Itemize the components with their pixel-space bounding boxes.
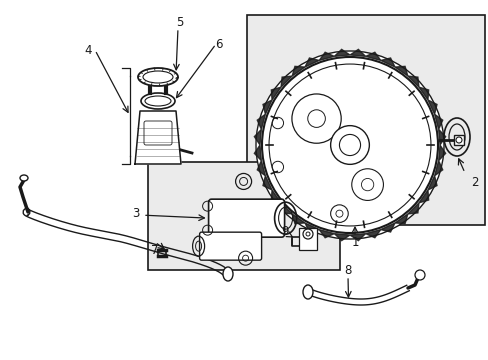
- Polygon shape: [427, 176, 436, 190]
- Polygon shape: [407, 203, 418, 214]
- Polygon shape: [434, 114, 442, 129]
- Text: 2: 2: [470, 176, 478, 189]
- Circle shape: [330, 126, 368, 165]
- FancyBboxPatch shape: [208, 199, 284, 237]
- Polygon shape: [434, 161, 442, 176]
- Polygon shape: [254, 129, 261, 145]
- Polygon shape: [349, 49, 365, 57]
- Ellipse shape: [138, 68, 178, 86]
- Text: 9: 9: [281, 225, 288, 238]
- Bar: [148, 162, 339, 270]
- Polygon shape: [438, 145, 445, 161]
- Polygon shape: [334, 234, 349, 240]
- Polygon shape: [334, 49, 349, 57]
- Circle shape: [256, 51, 443, 239]
- Polygon shape: [319, 52, 334, 60]
- Polygon shape: [394, 214, 407, 224]
- FancyBboxPatch shape: [199, 232, 261, 260]
- Polygon shape: [135, 111, 181, 164]
- Polygon shape: [365, 52, 380, 60]
- Polygon shape: [418, 190, 428, 203]
- Polygon shape: [394, 66, 407, 76]
- Polygon shape: [438, 129, 445, 145]
- Circle shape: [262, 57, 437, 233]
- Polygon shape: [263, 176, 271, 190]
- Polygon shape: [257, 114, 265, 129]
- Polygon shape: [254, 145, 261, 161]
- Ellipse shape: [141, 93, 175, 109]
- Text: 4: 4: [84, 44, 92, 57]
- Polygon shape: [365, 230, 380, 238]
- Text: 5: 5: [176, 15, 183, 28]
- Circle shape: [414, 270, 424, 280]
- Polygon shape: [427, 100, 436, 114]
- Text: 3: 3: [132, 207, 140, 220]
- Bar: [298, 228, 316, 250]
- Polygon shape: [418, 87, 428, 100]
- Polygon shape: [305, 223, 319, 232]
- Polygon shape: [291, 214, 305, 224]
- Polygon shape: [257, 161, 265, 176]
- Polygon shape: [305, 58, 319, 67]
- Polygon shape: [281, 76, 291, 87]
- Bar: [246, 15, 484, 225]
- Ellipse shape: [223, 267, 232, 281]
- Polygon shape: [263, 100, 271, 114]
- Polygon shape: [281, 203, 291, 214]
- Text: 7: 7: [151, 243, 159, 256]
- Text: 8: 8: [344, 264, 351, 276]
- Text: 1: 1: [350, 237, 358, 249]
- Polygon shape: [271, 190, 281, 203]
- Polygon shape: [291, 66, 305, 76]
- Polygon shape: [271, 87, 281, 100]
- Polygon shape: [380, 58, 394, 67]
- Polygon shape: [349, 234, 365, 240]
- Bar: [453, 135, 463, 145]
- Polygon shape: [380, 223, 394, 232]
- Text: 6: 6: [215, 37, 222, 50]
- Ellipse shape: [20, 175, 28, 181]
- Polygon shape: [319, 230, 334, 238]
- Polygon shape: [407, 76, 418, 87]
- Ellipse shape: [303, 285, 312, 299]
